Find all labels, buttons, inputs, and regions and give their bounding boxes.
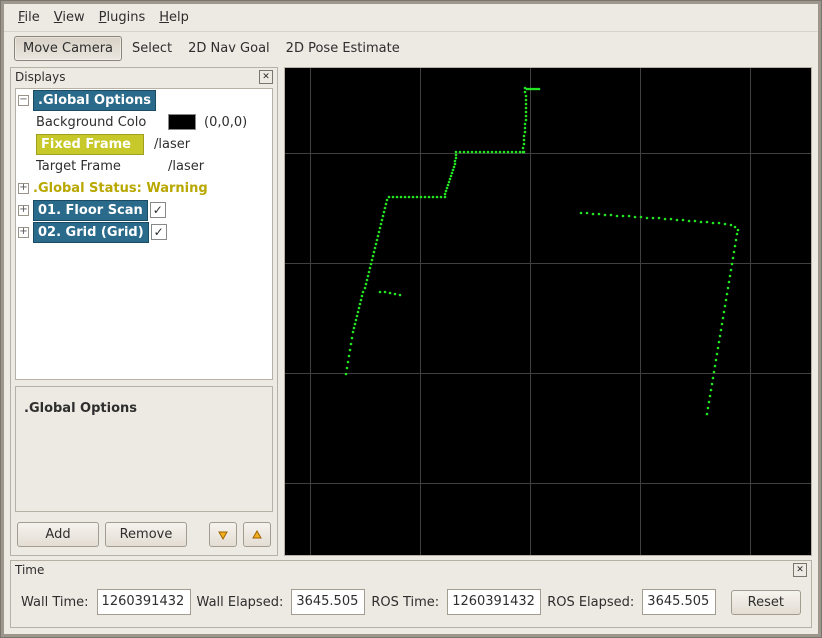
- expand-icon[interactable]: +: [18, 183, 29, 194]
- pose-estimate-tool[interactable]: 2D Pose Estimate: [280, 37, 406, 60]
- floor-scan-checkbox[interactable]: ✓: [150, 202, 166, 218]
- global-options-label: .Global Options: [33, 90, 156, 111]
- tree-row-global-options[interactable]: − .Global Options: [16, 89, 272, 111]
- selection-hint-text: .Global Options: [24, 401, 137, 416]
- tree-row-fixed-frame[interactable]: Fixed Frame /laser: [16, 133, 272, 155]
- tree-row-global-status[interactable]: + .Global Status: Warning: [16, 177, 272, 199]
- menu-help[interactable]: HelpHelp: [155, 8, 193, 27]
- bg-color-label: Background Colo: [36, 115, 168, 130]
- select-tool[interactable]: Select: [126, 37, 178, 60]
- move-up-button[interactable]: [243, 522, 271, 547]
- displays-title: Displays: [15, 70, 65, 84]
- collapse-icon[interactable]: −: [18, 95, 29, 106]
- menu-bar: FFileile ViewView PluginsPlugins HelpHel…: [4, 4, 818, 31]
- target-frame-value: /laser: [168, 159, 204, 174]
- expand-icon[interactable]: +: [18, 227, 29, 238]
- displays-title-bar: Displays ✕: [11, 68, 277, 86]
- ros-elapsed-field[interactable]: 3645.505: [642, 589, 716, 615]
- ros-time-field[interactable]: 1260391432: [447, 589, 541, 615]
- displays-tree[interactable]: − .Global Options Background Colo (0,0,0…: [15, 88, 273, 380]
- floor-scan-label: 01. Floor Scan: [33, 200, 148, 221]
- remove-button[interactable]: Remove: [105, 522, 187, 547]
- wall-time-field[interactable]: 1260391432: [97, 589, 191, 615]
- add-button[interactable]: Add: [17, 522, 99, 547]
- ros-elapsed-label: ROS Elapsed:: [547, 595, 636, 610]
- wall-elapsed-field[interactable]: 3645.505: [291, 589, 365, 615]
- fixed-frame-value: /laser: [154, 137, 190, 152]
- move-down-button[interactable]: [209, 522, 237, 547]
- grid-label: 02. Grid (Grid): [33, 222, 149, 243]
- arrow-up-icon: [250, 528, 264, 542]
- global-status-label: .Global Status: Warning: [33, 181, 208, 196]
- close-icon[interactable]: ✕: [259, 70, 273, 84]
- menu-plugins[interactable]: PluginsPlugins: [95, 8, 150, 27]
- nav-goal-tool[interactable]: 2D Nav Goal: [182, 37, 276, 60]
- arrow-down-icon: [216, 528, 230, 542]
- wall-time-label: Wall Time:: [21, 595, 91, 610]
- selection-hint-panel: .Global Options: [15, 386, 273, 512]
- reset-button[interactable]: Reset: [731, 590, 801, 615]
- expand-icon[interactable]: +: [18, 205, 29, 216]
- menu-file[interactable]: FFileile: [14, 8, 44, 27]
- time-panel: Time ✕ Wall Time: 1260391432 Wall Elapse…: [10, 560, 812, 628]
- viewport-3d[interactable]: [284, 67, 812, 556]
- target-frame-label: Target Frame: [36, 159, 168, 174]
- move-camera-button[interactable]: Move Camera: [14, 36, 122, 61]
- wall-elapsed-label: Wall Elapsed:: [197, 595, 286, 610]
- tree-row-grid[interactable]: + 02. Grid (Grid) ✓: [16, 221, 272, 243]
- bg-color-swatch[interactable]: [168, 114, 196, 130]
- displays-buttons: Add Remove: [11, 516, 277, 555]
- fixed-frame-label: Fixed Frame: [36, 134, 144, 155]
- tree-row-bg-color[interactable]: Background Colo (0,0,0): [16, 111, 272, 133]
- bg-color-value: (0,0,0): [204, 115, 247, 130]
- tree-row-target-frame[interactable]: Target Frame /laser: [16, 155, 272, 177]
- time-title-bar: Time ✕: [11, 561, 811, 579]
- toolbar: Move Camera Select 2D Nav Goal 2D Pose E…: [4, 31, 818, 67]
- time-title: Time: [15, 563, 44, 577]
- ros-time-label: ROS Time:: [371, 595, 441, 610]
- grid-checkbox[interactable]: ✓: [151, 224, 167, 240]
- close-icon[interactable]: ✕: [793, 563, 807, 577]
- tree-row-floor-scan[interactable]: + 01. Floor Scan ✓: [16, 199, 272, 221]
- menu-view[interactable]: ViewView: [50, 8, 89, 27]
- displays-panel: Displays ✕ − .Global Options Background …: [10, 67, 278, 556]
